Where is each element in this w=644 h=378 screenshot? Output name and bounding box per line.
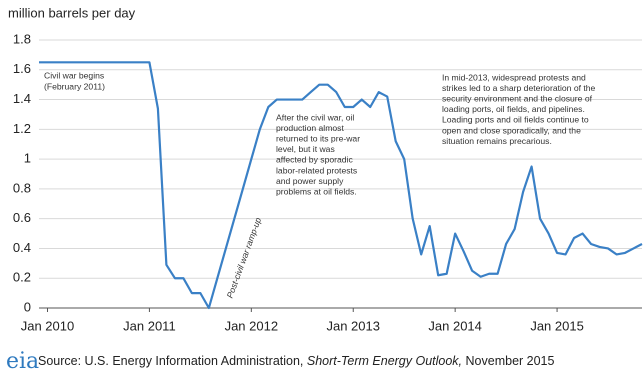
annotation: and power supply <box>276 176 344 186</box>
y-tick-label: 0.8 <box>13 180 31 195</box>
x-tick-label: Jan 2013 <box>326 318 380 333</box>
annotation: situation remains precarious. <box>442 136 552 146</box>
annotation: problems at oil fields. <box>276 186 357 196</box>
y-tick-label: 1.4 <box>13 91 31 106</box>
x-tick-label: Jan 2012 <box>225 318 279 333</box>
annotation: loading ports, oil fields, and pipelines… <box>442 104 585 114</box>
annotation: security environment and the closure of <box>442 93 593 103</box>
annotation: returned to its pre-war <box>276 133 360 143</box>
y-tick-label: 0.2 <box>13 270 31 285</box>
annotation: Loading ports and oil fields continue to <box>442 115 589 125</box>
y-axis-label: million barrels per day <box>8 5 136 20</box>
y-tick-label: 0.4 <box>13 240 31 255</box>
annotation: production almost <box>276 123 344 133</box>
annotation: open and close sporadically, and the <box>442 125 581 135</box>
annotation: strikes led to a sharp deterioration of … <box>442 83 596 93</box>
annotation: After the civil war, oil <box>276 112 354 122</box>
annotation: level, but it was <box>276 144 335 154</box>
y-tick-label: 0 <box>24 299 31 314</box>
annotation: (February 2011) <box>44 81 105 91</box>
y-tick-label: 1.8 <box>13 31 31 46</box>
source-prefix: Source: U.S. Energy Information Administ… <box>38 354 307 368</box>
logo: eia <box>6 349 39 374</box>
x-tick-label: Jan 2014 <box>428 318 482 333</box>
y-tick-label: 1 <box>24 151 31 166</box>
source-suffix: November 2015 <box>462 354 554 368</box>
source: Source: U.S. Energy Information Administ… <box>38 354 555 368</box>
x-tick-label: Jan 2015 <box>530 318 584 333</box>
annotation: labor-related protests <box>276 165 357 175</box>
annotation: affected by sporadic <box>276 155 353 165</box>
x-tick-label: Jan 2011 <box>123 318 176 333</box>
y-tick-label: 1.2 <box>13 121 31 136</box>
y-tick-label: 1.6 <box>13 61 31 76</box>
annotation: Post-civil war ramp-up <box>225 216 264 300</box>
x-tick-label: Jan 2010 <box>21 318 75 333</box>
annotation: In mid-2013, widespread protests and <box>442 72 586 82</box>
source-italic: Short-Term Energy Outlook, <box>307 354 462 368</box>
y-tick-label: 0.6 <box>13 210 31 225</box>
data-line <box>39 61 643 310</box>
annotation: Civil war begins <box>44 70 104 80</box>
